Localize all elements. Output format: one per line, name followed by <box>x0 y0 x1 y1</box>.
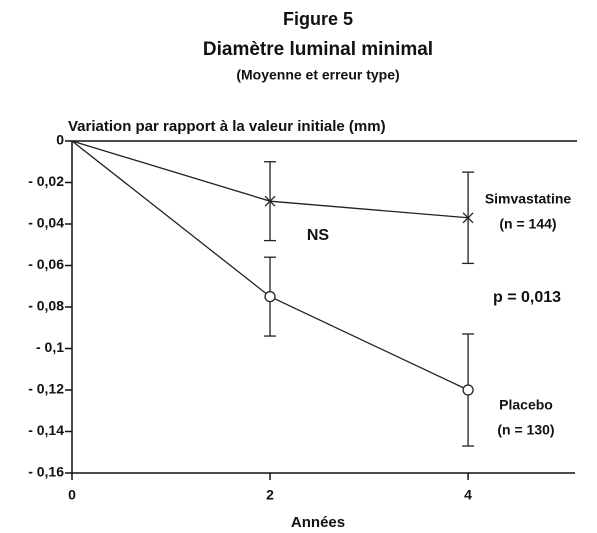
x-tick-label: 0 <box>68 487 76 503</box>
y-tick-label: 0 <box>56 132 64 148</box>
series-n: (n = 130) <box>497 422 554 438</box>
y-tick-label: - 0,06 <box>28 256 64 272</box>
y-tick-label: - 0,1 <box>36 339 64 355</box>
chart-title: Figure 5 <box>283 9 353 29</box>
x-tick-label: 2 <box>266 487 274 503</box>
y-tick-label: - 0,02 <box>28 173 64 189</box>
y-tick-label: - 0,08 <box>28 298 64 314</box>
marker <box>462 212 474 224</box>
chart-subtitle: Diamètre luminal minimal <box>203 39 433 60</box>
series-label: Placebo <box>499 397 553 413</box>
x-axis-label: Années <box>291 514 345 531</box>
annotation: p = 0,013 <box>493 289 561 306</box>
marker <box>462 384 474 396</box>
marker <box>264 290 276 303</box>
series-n: (n = 144) <box>499 216 556 232</box>
y-tick-label: - 0,16 <box>28 464 64 480</box>
y-tick-label: - 0,14 <box>28 422 64 438</box>
annotation: NS <box>307 227 330 244</box>
y-tick-label: - 0,04 <box>28 215 64 231</box>
x-tick-label: 4 <box>464 487 472 503</box>
series-label: Simvastatine <box>485 191 572 207</box>
y-axis-label: Variation par rapport à la valeur initia… <box>68 118 386 135</box>
chart-note: (Moyenne et erreur type) <box>236 67 399 83</box>
marker <box>264 195 276 207</box>
y-tick-label: - 0,12 <box>28 381 64 397</box>
